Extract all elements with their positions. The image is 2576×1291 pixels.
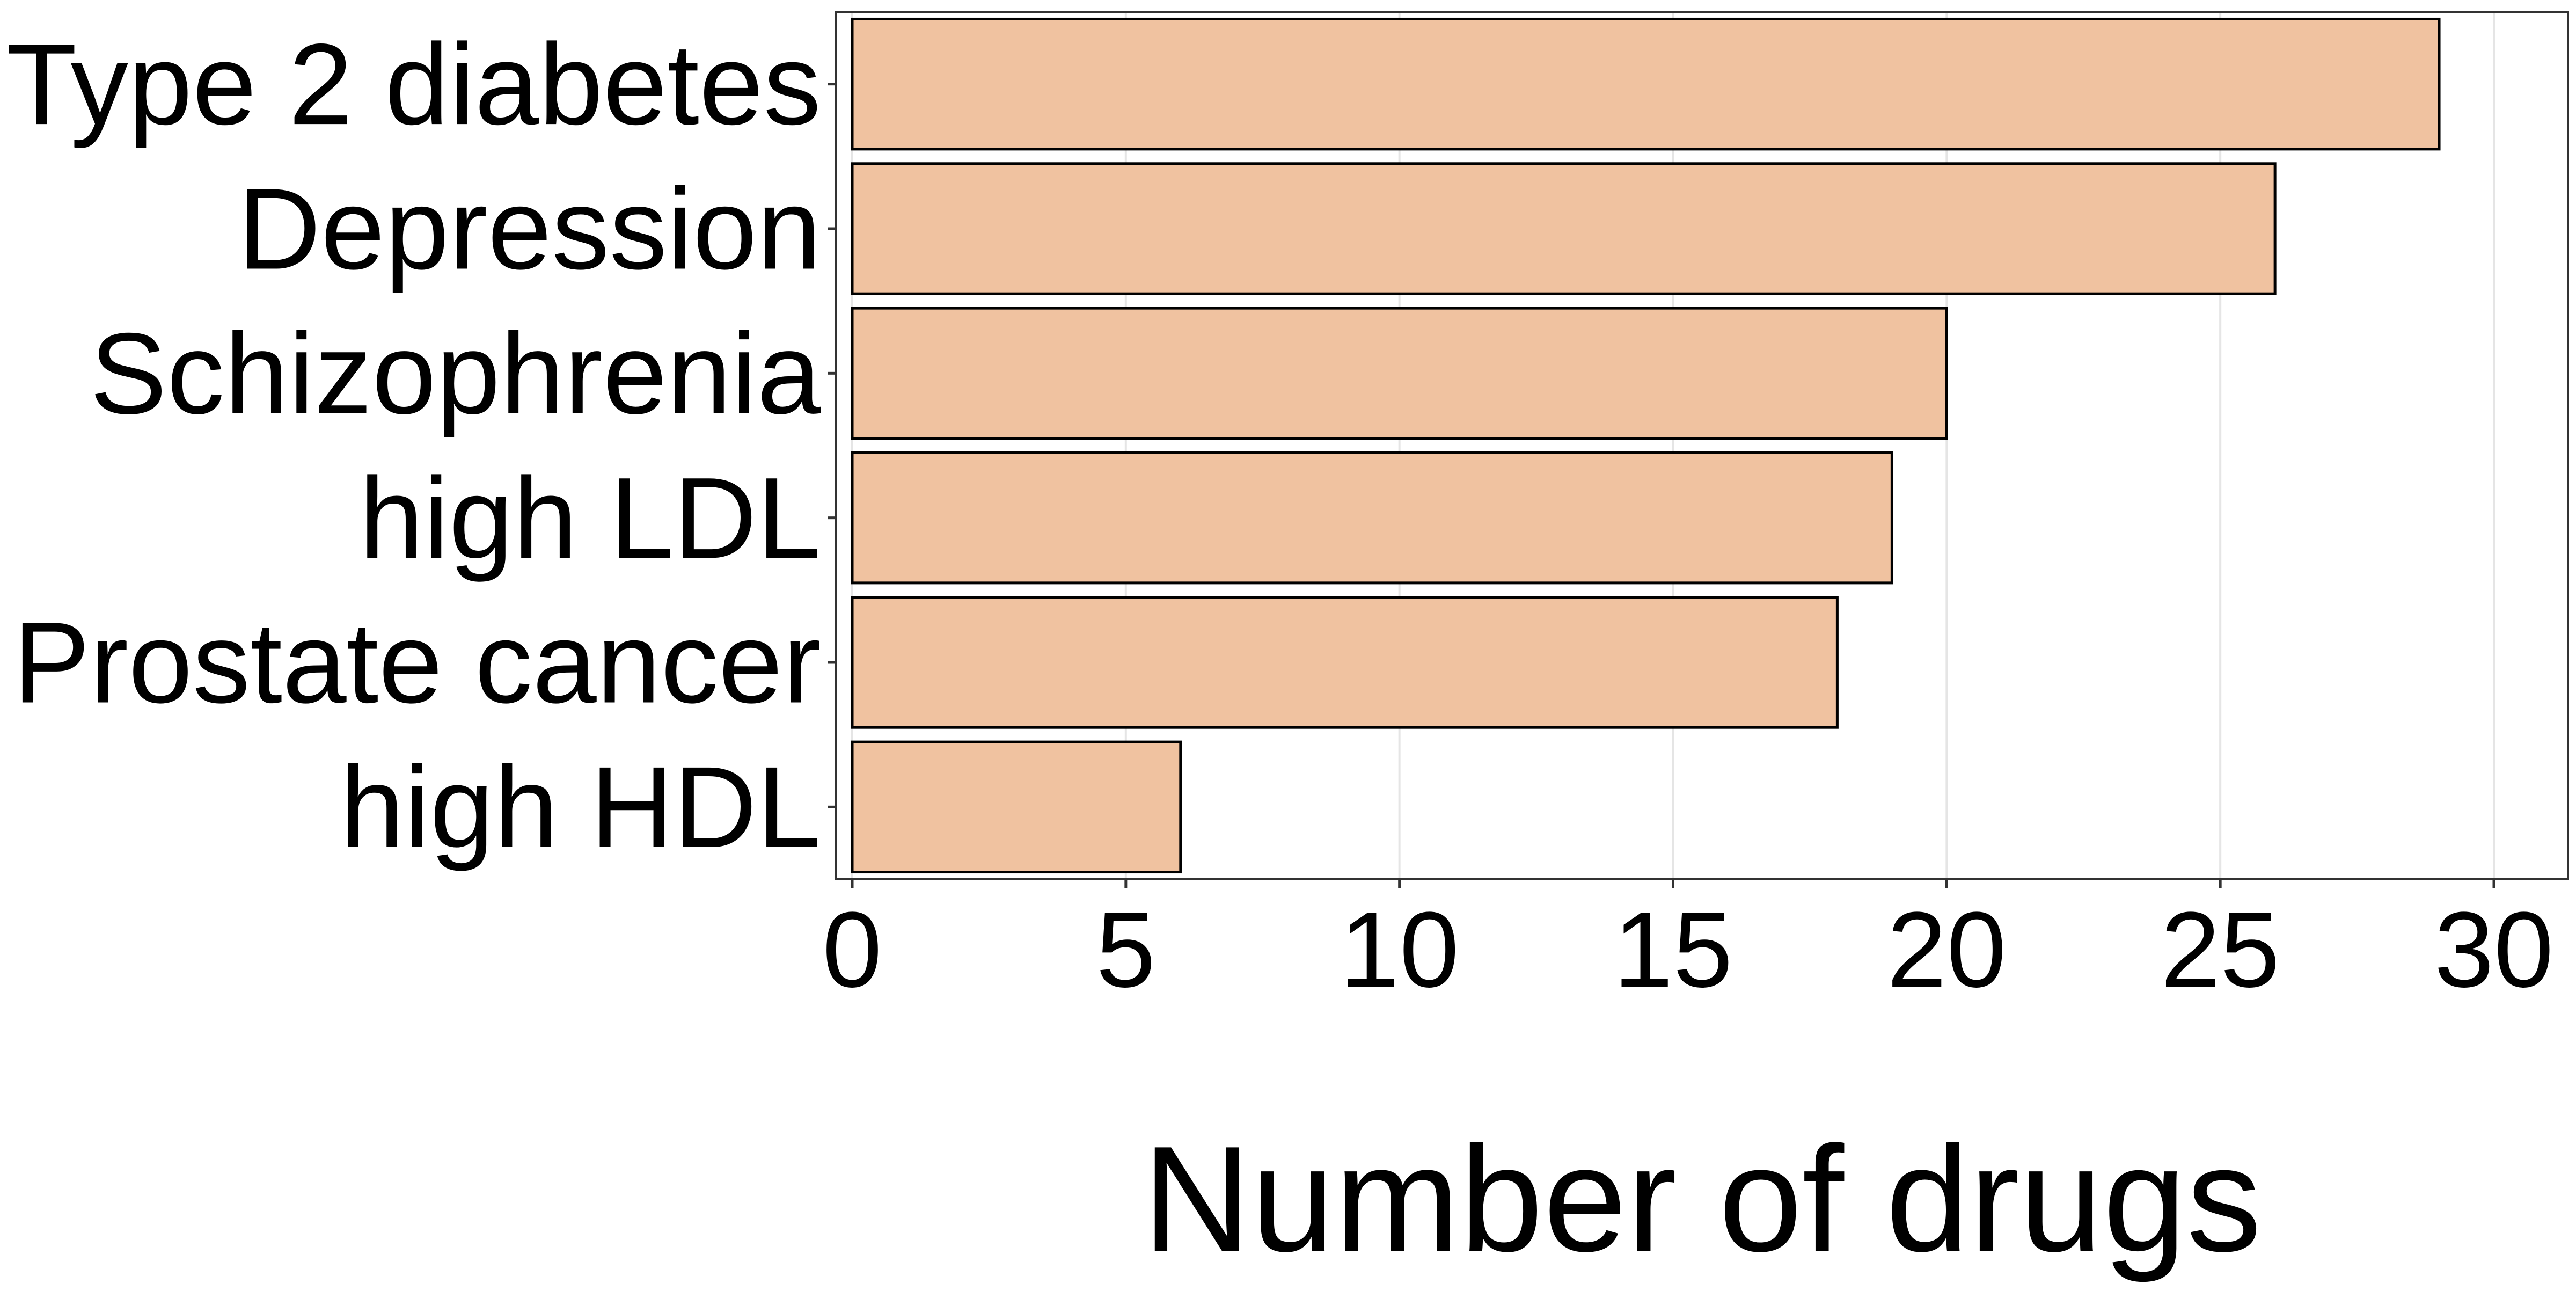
y-tick-label: Schizophrenia [90,309,821,438]
y-tick-label: Prostate cancer [13,598,821,727]
bar [851,162,2277,295]
x-tick-label: 10 [1340,890,1459,1010]
x-tick-label: 15 [1613,890,1732,1010]
bar [851,596,1839,729]
y-tick-label: high LDL [359,453,821,582]
x-tick-label: 25 [2161,890,2280,1010]
y-tick-label: Type 2 diabetes [6,19,821,149]
y-axis-ticks: Type 2 diabetes Depression Schizophrenia hi… [6,19,836,872]
grid-lines [851,12,2495,879]
bars [851,17,2441,874]
x-tick-label: 5 [1096,890,1155,1010]
x-axis-ticks: 0 5 10 15 20 25 30 [822,879,2553,1010]
bar [851,740,1182,874]
panel-border [835,11,2569,880]
x-tick-label: 20 [1887,890,2006,1010]
bar [851,17,2441,151]
bar [851,307,1948,440]
x-axis-title: Number of drugs [1143,1115,2262,1283]
x-tick-label: 0 [822,890,882,1010]
x-tick-label: 30 [2434,890,2553,1010]
bar [851,451,1893,585]
y-tick-label: high HDL [340,742,821,872]
y-tick-label: Depression [238,164,822,294]
